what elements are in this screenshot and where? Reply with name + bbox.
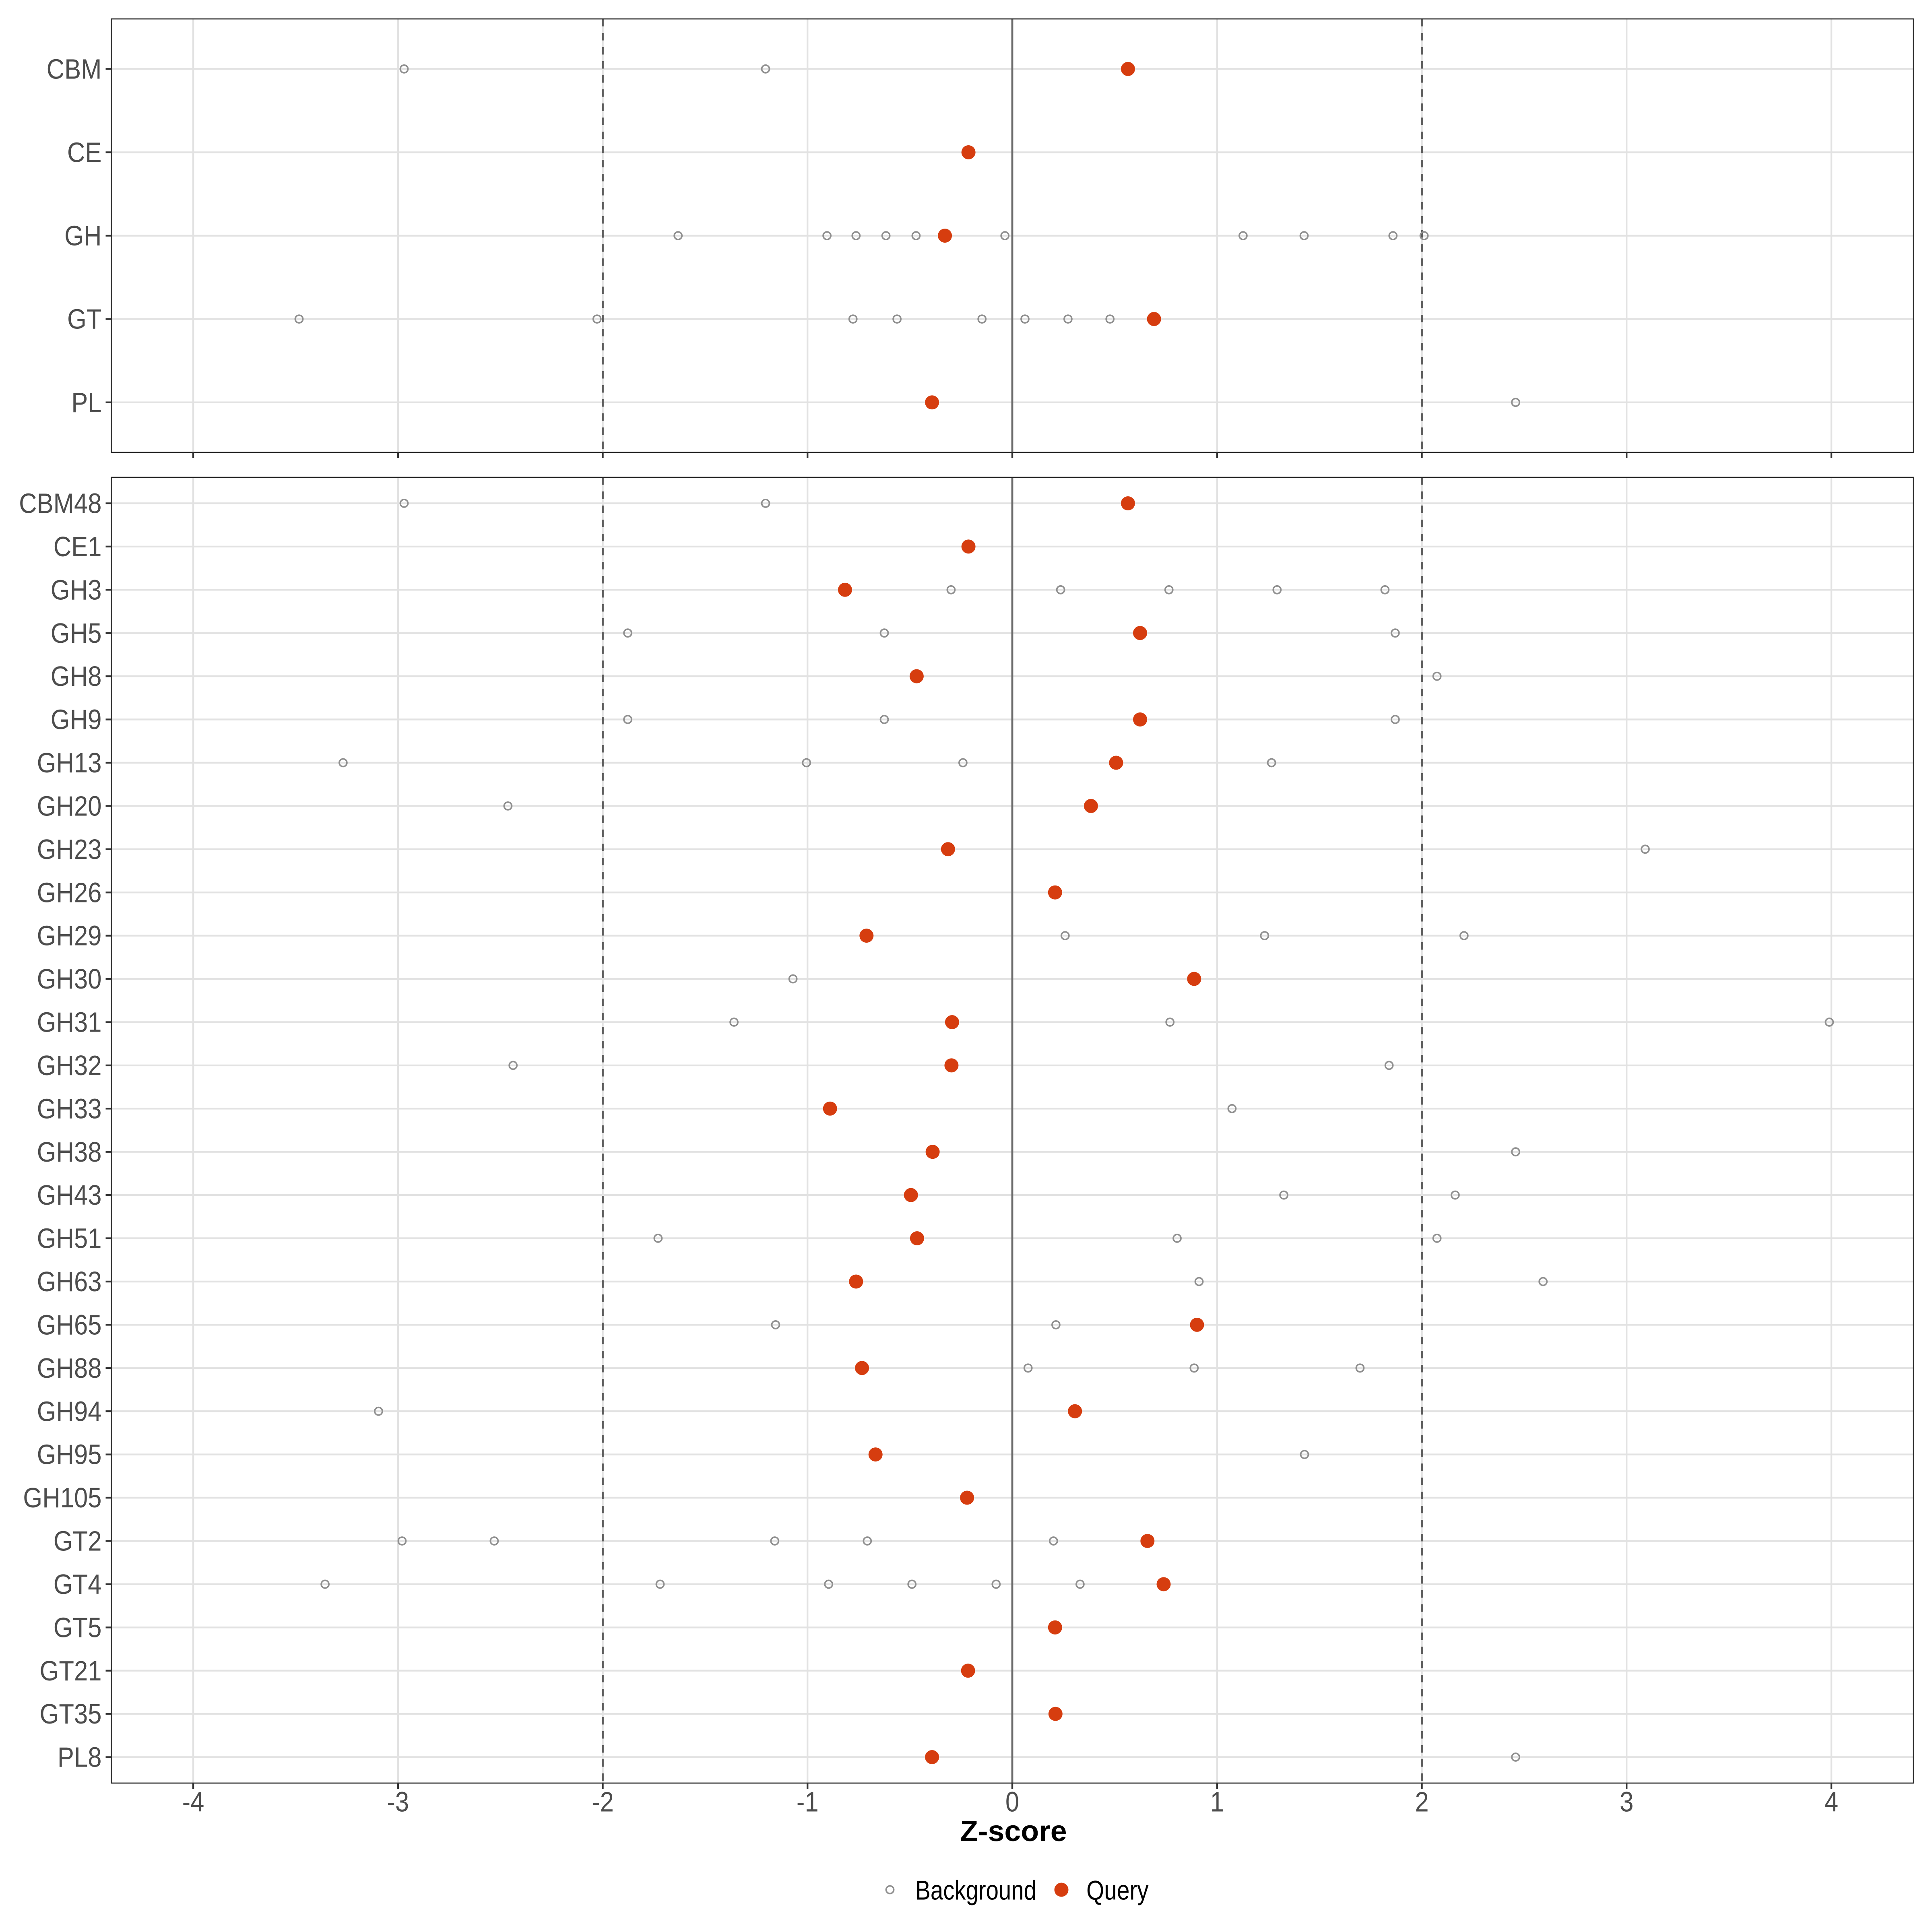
svg-text:GH43: GH43 — [37, 1179, 102, 1211]
svg-text:GH5: GH5 — [51, 617, 102, 649]
svg-text:GH38: GH38 — [37, 1136, 102, 1168]
svg-text:CE1: CE1 — [54, 531, 102, 562]
svg-text:GH20: GH20 — [37, 791, 102, 822]
svg-text:GH26: GH26 — [37, 877, 102, 908]
svg-text:2: 2 — [1415, 1786, 1428, 1818]
svg-text:Background: Background — [915, 1875, 1036, 1906]
svg-text:GT4: GT4 — [54, 1569, 102, 1600]
svg-text:CBM: CBM — [47, 53, 102, 85]
svg-text:GH9: GH9 — [51, 704, 102, 735]
svg-text:CBM48: CBM48 — [19, 488, 101, 519]
svg-text:-3: -3 — [387, 1786, 409, 1818]
svg-text:GH29: GH29 — [37, 920, 102, 952]
svg-text:GH8: GH8 — [51, 661, 102, 692]
svg-text:GH63: GH63 — [37, 1266, 102, 1297]
svg-text:4: 4 — [1825, 1786, 1838, 1818]
svg-text:GT21: GT21 — [39, 1655, 101, 1686]
svg-text:GT: GT — [67, 303, 102, 335]
svg-text:PL: PL — [71, 387, 101, 418]
svg-text:GH95: GH95 — [37, 1439, 102, 1470]
svg-text:GT2: GT2 — [54, 1525, 102, 1557]
svg-text:GH32: GH32 — [37, 1050, 102, 1081]
svg-text:GH: GH — [64, 220, 101, 252]
svg-text:Query: Query — [1086, 1875, 1149, 1906]
svg-text:0: 0 — [1005, 1786, 1019, 1818]
svg-text:GH105: GH105 — [23, 1482, 101, 1513]
svg-text:-4: -4 — [182, 1786, 204, 1818]
svg-text:GH13: GH13 — [37, 747, 102, 778]
svg-text:GH51: GH51 — [37, 1223, 102, 1254]
svg-text:GH31: GH31 — [37, 1007, 102, 1038]
svg-text:GH94: GH94 — [37, 1395, 102, 1427]
svg-text:3: 3 — [1620, 1786, 1633, 1818]
svg-text:GT35: GT35 — [39, 1698, 101, 1730]
svg-text:GT5: GT5 — [54, 1612, 102, 1643]
svg-text:GH65: GH65 — [37, 1309, 102, 1341]
svg-text:Z-score: Z-score — [960, 1815, 1067, 1847]
svg-text:CE: CE — [67, 137, 102, 168]
svg-text:GH3: GH3 — [51, 574, 102, 605]
svg-text:GH23: GH23 — [37, 834, 102, 865]
svg-text:-2: -2 — [592, 1786, 614, 1818]
svg-text:1: 1 — [1210, 1786, 1224, 1818]
svg-text:GH33: GH33 — [37, 1093, 102, 1124]
svg-text:GH88: GH88 — [37, 1352, 102, 1384]
svg-text:-1: -1 — [797, 1786, 819, 1818]
svg-text:PL8: PL8 — [58, 1742, 102, 1773]
svg-text:GH30: GH30 — [37, 963, 102, 995]
